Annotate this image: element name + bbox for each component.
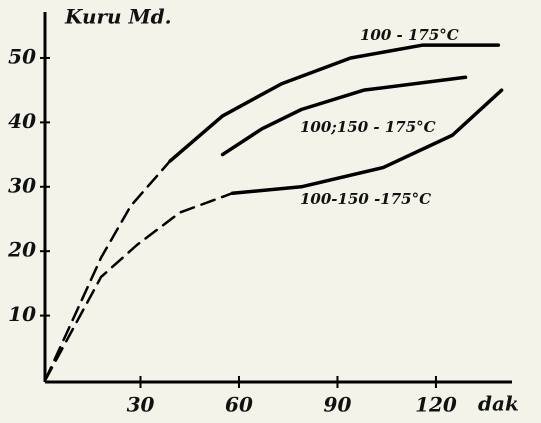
x-tick-label: 120 <box>415 393 457 417</box>
series-line-dashed <box>44 191 234 382</box>
series-label: 100-150 -175°C <box>300 190 431 208</box>
x-tick-label: 60 <box>225 393 253 417</box>
y-axis-label: Kuru Md. <box>64 5 172 29</box>
x-axis-label: dak <box>478 392 519 416</box>
series-line <box>168 43 501 163</box>
series-line <box>230 88 504 195</box>
y-tick-label: 30 <box>8 173 36 197</box>
y-tick-label: 10 <box>8 302 36 326</box>
series-label: 100;150 - 175°C <box>300 118 436 136</box>
y-tick-label: 50 <box>8 44 36 68</box>
x-tick-label: 30 <box>127 393 155 417</box>
y-tick-label: 40 <box>8 109 36 133</box>
x-tick-label: 90 <box>324 393 352 417</box>
series-line <box>220 75 468 157</box>
series-line-dashed <box>44 159 172 382</box>
y-tick-label: 20 <box>7 238 36 262</box>
series-label: 100 - 175°C <box>360 26 459 44</box>
